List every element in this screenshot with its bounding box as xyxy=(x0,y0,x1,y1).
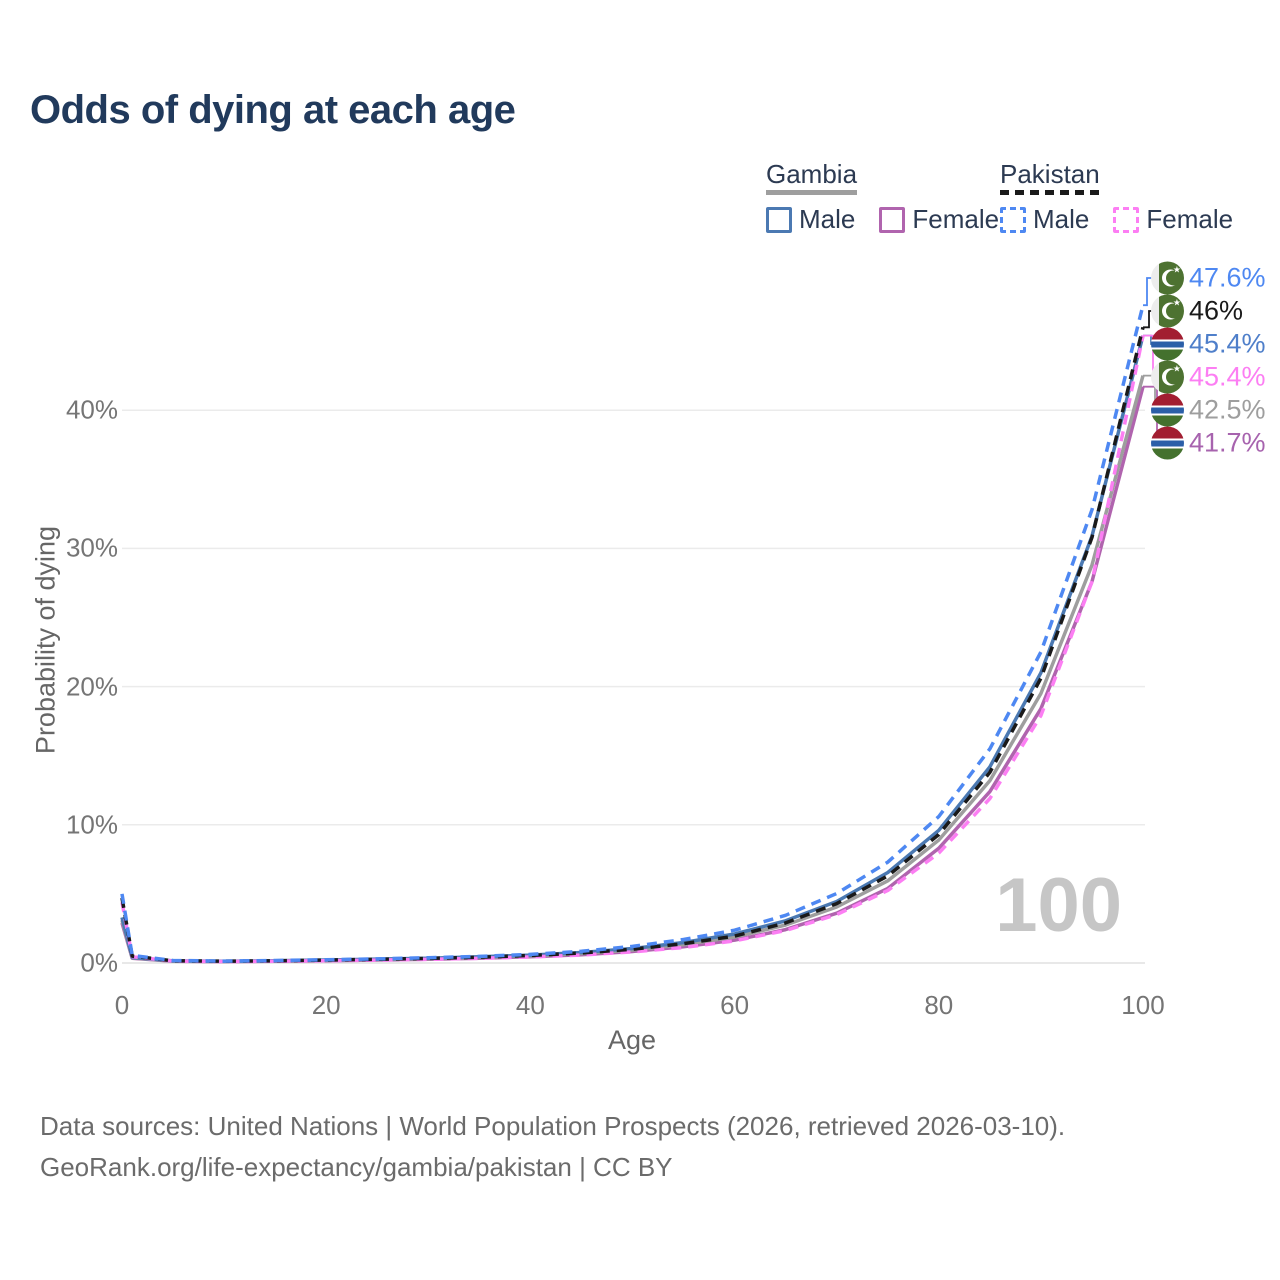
crescent-star-part: ★ xyxy=(1172,297,1181,308)
series-line-gambia-total xyxy=(120,375,1145,964)
x-tick-label: 60 xyxy=(720,990,750,1020)
endpoint-value: 41.7% xyxy=(1189,427,1266,458)
endpoint-label-row: ★ 47.6% xyxy=(1151,261,1266,295)
pakistan-male-swatch-icon xyxy=(1000,206,1026,233)
legend-group-pakistan: Pakistan Male Female xyxy=(1000,160,1233,235)
series-line-gambia-female xyxy=(120,386,1145,964)
legend-header-gambia[interactable]: Gambia xyxy=(766,159,858,189)
x-tick-label: 20 xyxy=(311,990,341,1020)
legend-underline-pakistan xyxy=(1000,190,1100,195)
series-line-pakistan-total xyxy=(120,326,1145,963)
gambia-flag-icon xyxy=(1151,393,1184,427)
endpoint-label-row: 41.7% xyxy=(1151,426,1266,460)
crescent-star-part xyxy=(1166,303,1181,319)
series-line-gambia-male xyxy=(120,335,1145,964)
gambia-male-swatch-icon xyxy=(766,206,792,233)
legend-item-gambia-female[interactable]: Female xyxy=(879,204,999,235)
crescent-star-part xyxy=(1166,369,1181,385)
crescent-star-part: ★ xyxy=(1172,363,1181,374)
legend-item-label: Male xyxy=(1033,204,1090,234)
legend-item-pakistan-female[interactable]: Female xyxy=(1113,204,1233,235)
y-tick-label: 10% xyxy=(65,809,118,840)
x-tick-label: 80 xyxy=(924,990,954,1020)
x-axis-title: Age xyxy=(607,1025,657,1055)
x-tick-label: 100 xyxy=(1121,990,1165,1020)
pakistan-flag-icon: ★ xyxy=(1151,261,1184,295)
legend-header-pakistan[interactable]: Pakistan xyxy=(1000,159,1100,189)
endpoint-label-row: ★ 46% xyxy=(1151,294,1244,328)
page-title: Odds of dying at each age xyxy=(30,88,516,132)
gambia-flag-icon xyxy=(1151,426,1184,460)
footer-sources: Data sources: United Nations | World Pop… xyxy=(40,1111,1066,1141)
crescent-star-part: ★ xyxy=(1172,264,1181,275)
endpoint-connector xyxy=(1143,310,1152,329)
legend-item-pakistan-male[interactable]: Male xyxy=(1000,204,1089,235)
y-tick-label: 30% xyxy=(65,532,118,563)
legend-item-label: Female xyxy=(912,204,1000,234)
endpoint-connector xyxy=(1143,277,1152,307)
x-tick-label: 0 xyxy=(114,990,130,1020)
legend-item-label: Female xyxy=(1146,204,1234,234)
endpoint-value: 45.4% xyxy=(1189,328,1266,359)
legend-item-gambia-male[interactable]: Male xyxy=(766,204,855,235)
pakistan-female-swatch-icon xyxy=(1113,206,1140,233)
pakistan-flag-icon: ★ xyxy=(1151,360,1184,394)
endpoint-value: 47.6% xyxy=(1189,262,1266,293)
age-watermark: 100 xyxy=(995,863,1122,948)
endpoint-label-row: 42.5% xyxy=(1151,393,1266,427)
footer-attribution: GeoRank.org/life-expectancy/gambia/pakis… xyxy=(40,1152,673,1182)
crescent-star-part xyxy=(1166,270,1181,286)
footer: Data sources: United Nations | World Pop… xyxy=(40,1106,1065,1188)
endpoint-label-row: ★ 45.4% xyxy=(1151,360,1266,394)
series-line-pakistan-male xyxy=(120,304,1145,963)
gambia-female-swatch-icon xyxy=(879,206,906,233)
endpoint-label-row: 45.4% xyxy=(1151,327,1266,361)
pakistan-flag-icon: ★ xyxy=(1151,294,1184,328)
endpoint-value: 42.5% xyxy=(1189,394,1266,425)
legend-group-gambia: Gambia Male Female xyxy=(766,160,999,235)
endpoint-value: 46% xyxy=(1189,295,1244,326)
x-tick-label: 40 xyxy=(515,990,545,1020)
series-line-pakistan-female xyxy=(120,335,1145,964)
legend-item-label: Male xyxy=(799,204,856,234)
y-axis-title: Probability of dying xyxy=(30,525,61,755)
y-tick-label: 0% xyxy=(80,947,118,978)
endpoint-value: 45.4% xyxy=(1189,361,1266,392)
y-tick-label: 40% xyxy=(65,394,118,425)
y-tick-label: 20% xyxy=(65,671,118,702)
legend-underline-gambia xyxy=(766,190,857,195)
gambia-flag-icon xyxy=(1151,327,1184,361)
